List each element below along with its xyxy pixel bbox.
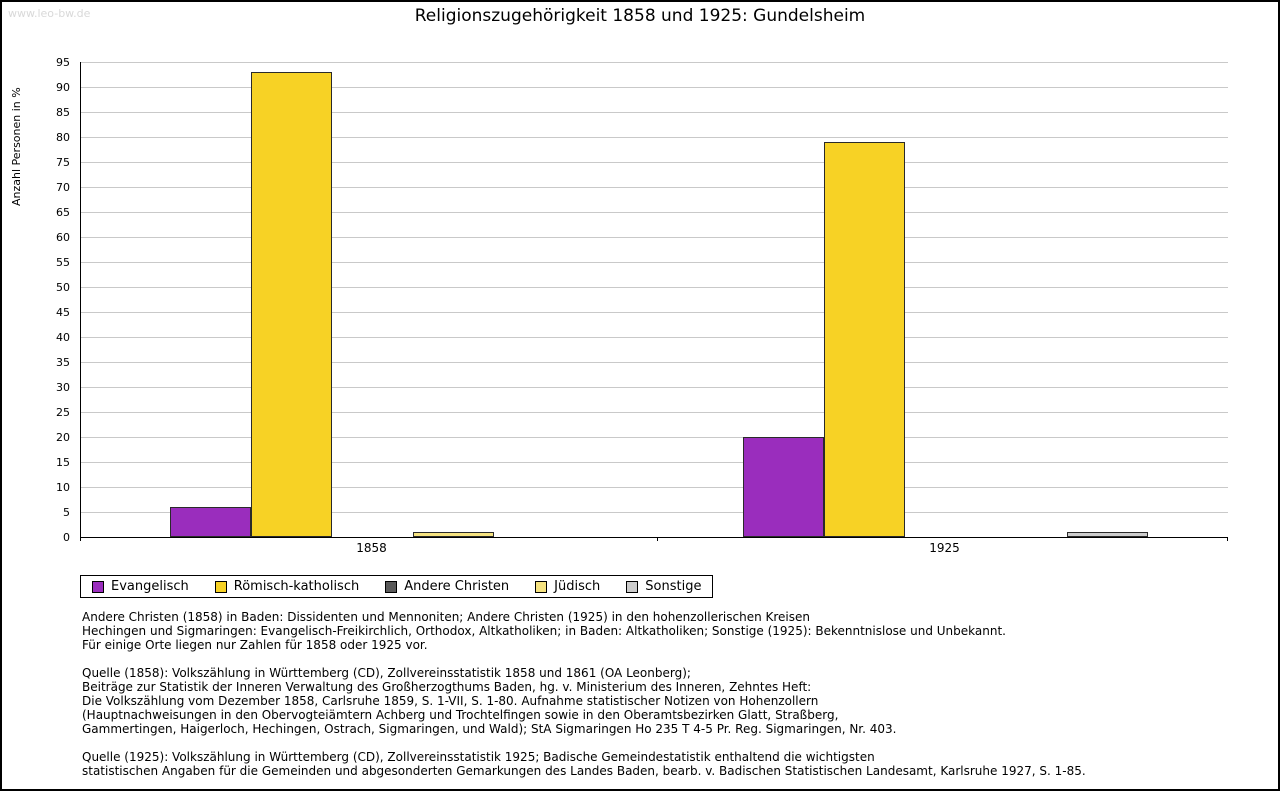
y-tick-label: 70 xyxy=(56,180,70,194)
x-axis-tick xyxy=(80,537,81,541)
legend-item-sonstige: Sonstige xyxy=(626,579,701,594)
bar-1858-evangelisch xyxy=(170,507,251,537)
bar-1925-evangelisch xyxy=(743,437,824,537)
y-axis-label: Anzahl Personen in % xyxy=(10,87,23,206)
legend-label: Jüdisch xyxy=(554,579,601,594)
y-tick-label: 20 xyxy=(56,430,70,444)
legend-item-r-misch-katholisch: Römisch-katholisch xyxy=(214,579,360,594)
footnote-line xyxy=(82,652,1272,666)
gridline xyxy=(81,87,1228,88)
y-tick-label: 80 xyxy=(56,130,70,144)
footnote-line: Die Volkszählung vom Dezember 1858, Carl… xyxy=(82,694,819,708)
y-tick-label: 25 xyxy=(56,405,70,419)
gridline xyxy=(81,512,1228,513)
y-tick-label: 5 xyxy=(63,505,70,519)
y-tick-label: 45 xyxy=(56,305,70,319)
y-tick-label: 85 xyxy=(56,105,70,119)
legend-item-andere-christen: Andere Christen xyxy=(385,579,509,594)
legend-swatch xyxy=(385,580,398,593)
gridline xyxy=(81,237,1228,238)
legend-swatch xyxy=(535,580,548,593)
legend-label: Römisch-katholisch xyxy=(233,579,360,594)
chart-title: Religionszugehörigkeit 1858 und 1925: Gu… xyxy=(414,6,866,26)
y-tick-label: 0 xyxy=(63,530,70,544)
y-tick-label: 15 xyxy=(56,455,70,469)
footnote-line: Quelle (1858): Volkszählung in Württembe… xyxy=(82,666,691,680)
gridline xyxy=(81,212,1228,213)
y-tick-label: 35 xyxy=(56,355,70,369)
legend-item-j-disch: Jüdisch xyxy=(535,579,600,594)
footnote-line: Quelle (1925): Volkszählung in Württembe… xyxy=(82,750,875,764)
bar-1925-sonstige xyxy=(1067,532,1148,537)
gridline xyxy=(81,137,1228,138)
footnote-line xyxy=(82,736,1272,750)
gridline xyxy=(81,387,1228,388)
footnote-line: Beiträge zur Statistik der Inneren Verwa… xyxy=(82,680,812,694)
gridline xyxy=(81,412,1228,413)
gridline xyxy=(81,287,1228,288)
footnotes: Andere Christen (1858) in Baden: Disside… xyxy=(82,610,1272,778)
y-tick-label: 90 xyxy=(56,80,70,94)
footnote-line: Hechingen und Sigmaringen: Evangelisch-F… xyxy=(82,624,1006,638)
y-tick-label: 60 xyxy=(56,230,70,244)
x-axis-tick xyxy=(1227,537,1228,541)
y-tick-label: 50 xyxy=(56,280,70,294)
gridline xyxy=(81,62,1228,63)
footnote-line: Gammertingen, Haigerloch, Hechingen, Ost… xyxy=(82,722,897,736)
gridline xyxy=(81,337,1228,338)
gridline xyxy=(81,187,1228,188)
x-axis-labels: 1858 1925 xyxy=(80,541,1227,557)
y-tick-label: 10 xyxy=(56,480,70,494)
footnote-line: (Hauptnachweisungen in den Obervogteiämt… xyxy=(82,708,839,722)
legend-swatch xyxy=(214,580,227,593)
bar-1858-r-misch-katholisch xyxy=(251,72,332,537)
legend-item-evangelisch: Evangelisch xyxy=(92,579,189,594)
gridline xyxy=(81,462,1228,463)
legend: Evangelisch Römisch-katholisch Andere Chri… xyxy=(80,575,714,598)
footnote-line: statistischen Angaben für die Gemeinden … xyxy=(82,764,1086,778)
plot-area xyxy=(80,62,1228,538)
legend-label: Evangelisch xyxy=(111,579,189,594)
footnote-line: Andere Christen (1858) in Baden: Disside… xyxy=(82,610,810,624)
legend-label: Sonstige xyxy=(645,579,702,594)
gridline xyxy=(81,312,1228,313)
y-axis-ticks: 0 5 10 15 20 25 30 35 40 45 50 55 60 65 70 75 80 85 90 95 xyxy=(38,56,74,544)
y-tick-label: 65 xyxy=(56,205,70,219)
y-tick-label: 55 xyxy=(56,255,70,269)
y-tick-label: 40 xyxy=(56,330,70,344)
bar-1858-j-disch xyxy=(413,532,494,537)
legend-label: Andere Christen xyxy=(404,579,510,594)
gridline xyxy=(81,262,1228,263)
legend-swatch xyxy=(626,580,639,593)
footnote-line: Für einige Orte liegen nur Zahlen für 18… xyxy=(82,638,428,652)
watermark: www.leo-bw.de xyxy=(8,7,91,20)
legend-swatch xyxy=(92,580,104,593)
gridline xyxy=(81,162,1228,163)
y-tick-label: 95 xyxy=(56,55,70,69)
gridline xyxy=(81,437,1228,438)
gridline xyxy=(81,487,1228,488)
y-tick-label: 30 xyxy=(56,380,70,394)
x-tick-label-1858: 1858 xyxy=(356,541,387,555)
gridline xyxy=(81,112,1228,113)
gridline xyxy=(81,362,1228,363)
bar-1925-r-misch-katholisch xyxy=(824,142,905,537)
y-tick-label: 75 xyxy=(56,155,70,169)
x-axis-tick xyxy=(657,537,658,541)
x-tick-label-1925: 1925 xyxy=(929,541,960,555)
